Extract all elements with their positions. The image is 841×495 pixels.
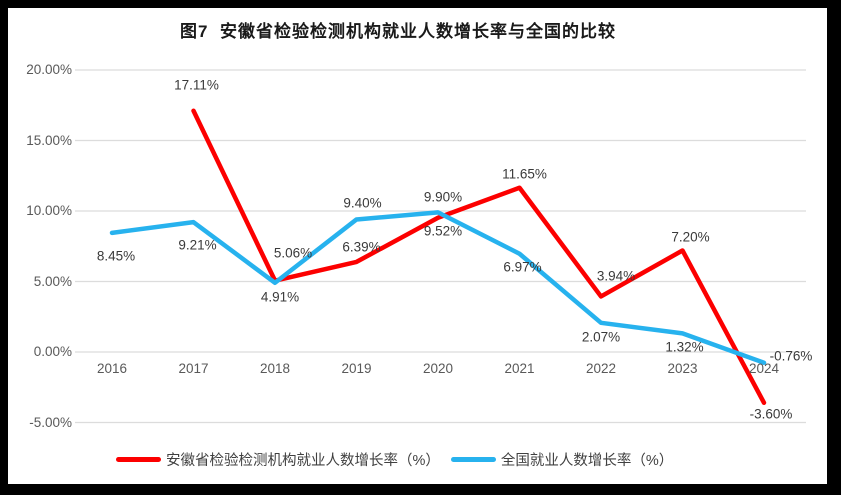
x-axis-year-label: 2023: [667, 361, 698, 376]
y-axis-tick-label: 15.00%: [26, 132, 72, 148]
legend-label-national-series: 全国就业人数增长率（%）: [500, 453, 674, 469]
data-label: 2.07%: [581, 329, 621, 345]
legend-marker-anhui-series: [116, 457, 161, 462]
chart-title: 图7 安徽省检验检测机构就业人数增长率与全国的比较: [180, 22, 616, 41]
y-axis-tick-label: -5.00%: [29, 414, 72, 430]
data-label: 9.40%: [343, 195, 382, 211]
data-label: 17.11%: [174, 77, 219, 93]
x-axis-year-label: 2019: [341, 361, 372, 376]
chart-figure: 图7 安徽省检验检测机构就业人数增长率与全国的比较 20.00% 15.00% 10…: [8, 8, 827, 484]
data-label: 4.91%: [260, 289, 300, 305]
data-label: 6.97%: [503, 259, 542, 275]
x-axis-year-label: 2018: [259, 361, 291, 376]
y-axis-tick-label: 20.00%: [26, 62, 72, 77]
data-label: 5.06%: [273, 245, 313, 261]
x-axis-year-label: 2024: [748, 361, 780, 376]
x-axis-year-label: 2017: [178, 361, 209, 376]
line-chart-plot: [75, 69, 806, 424]
data-label: 9.21%: [178, 237, 217, 253]
legend: 安徽省检验检测机构就业人数增长率（%） 全国就业人数增长率（%）: [116, 449, 684, 470]
data-label: 3.94%: [596, 268, 636, 284]
data-label: -0.76%: [769, 348, 813, 364]
data-label: 8.45%: [96, 248, 136, 264]
data-label: 1.32%: [665, 339, 704, 355]
x-axis-year-label: 2016: [96, 361, 128, 376]
data-label: 9.52%: [423, 223, 463, 239]
data-label: 11.65%: [502, 166, 547, 182]
y-axis-tick-label: 0.00%: [33, 344, 72, 359]
x-axis-year-label: 2020: [422, 361, 454, 376]
data-label: 6.39%: [342, 239, 381, 255]
legend-label-anhui-series: 安徽省检验检测机构就业人数增长率（%）: [166, 453, 440, 469]
data-label: 9.90%: [423, 189, 463, 205]
legend-marker-national-series: [450, 457, 496, 462]
x-axis-year-label: 2022: [585, 361, 617, 376]
series-line-national: [109, 210, 767, 365]
data-label: -3.60%: [749, 406, 793, 422]
series-line-anhui: [191, 108, 767, 406]
x-axis-year-label: 2021: [504, 361, 535, 376]
data-label: 7.20%: [671, 229, 710, 245]
y-axis-tick-label: 5.00%: [33, 273, 72, 289]
y-axis-tick-label: 10.00%: [26, 203, 72, 218]
